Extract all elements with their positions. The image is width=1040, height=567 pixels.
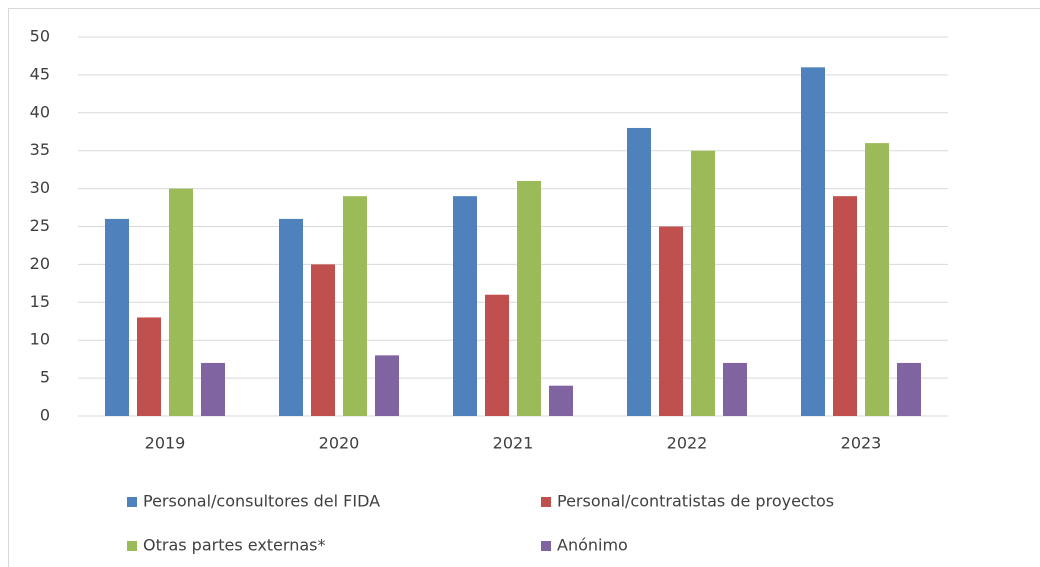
bar xyxy=(279,218,303,416)
bar xyxy=(897,362,921,416)
bar xyxy=(691,150,715,416)
y-tick-label: 25 xyxy=(30,216,50,235)
y-tick-label: 50 xyxy=(30,27,50,46)
bar xyxy=(485,294,509,416)
bar xyxy=(659,226,683,416)
bar xyxy=(723,362,747,416)
y-tick-label: 0 xyxy=(40,406,50,425)
legend-swatch xyxy=(541,541,551,551)
legend-label: Personal/consultores del FIDA xyxy=(143,492,380,511)
y-tick-label: 10 xyxy=(30,330,50,349)
bar xyxy=(453,196,477,416)
y-tick-label: 20 xyxy=(30,254,50,273)
x-tick-label: 2023 xyxy=(841,434,882,453)
legend-label: Personal/contratistas de proyectos xyxy=(557,492,834,511)
x-tick-label: 2021 xyxy=(493,434,534,453)
y-tick-label: 30 xyxy=(30,178,50,197)
bar xyxy=(801,67,825,416)
legend-swatch xyxy=(127,541,137,551)
x-tick-label: 2019 xyxy=(145,434,186,453)
legend-label: Anónimo xyxy=(557,536,628,555)
y-tick-label: 15 xyxy=(30,292,50,311)
bar xyxy=(375,355,399,416)
legend-swatch xyxy=(541,497,551,507)
x-tick-label: 2022 xyxy=(667,434,708,453)
legend-swatch xyxy=(127,497,137,507)
bar xyxy=(201,362,225,416)
bar xyxy=(343,196,367,416)
x-tick-label: 2020 xyxy=(319,434,360,453)
bar xyxy=(311,264,335,416)
chart-border xyxy=(8,8,1040,567)
bar xyxy=(549,385,573,416)
bar xyxy=(865,143,889,416)
bar xyxy=(517,181,541,416)
bar xyxy=(137,317,161,416)
y-tick-label: 40 xyxy=(30,102,50,121)
y-tick-label: 5 xyxy=(40,368,50,387)
bar xyxy=(169,188,193,416)
bar xyxy=(833,196,857,416)
y-tick-label: 45 xyxy=(30,64,50,83)
legend-label: Otras partes externas* xyxy=(143,536,325,555)
bar xyxy=(105,218,129,416)
y-tick-label: 35 xyxy=(30,140,50,159)
bar xyxy=(627,127,651,417)
